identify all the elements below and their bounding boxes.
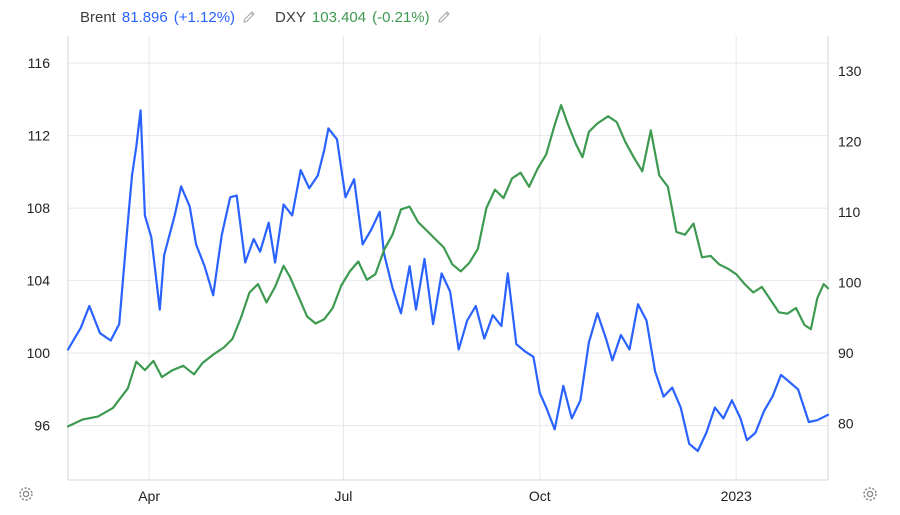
left-tick-label: 108 — [27, 200, 51, 216]
grid-layer — [68, 36, 828, 480]
left-tick-label: 116 — [28, 55, 51, 71]
series-line-brent[interactable] — [66, 109, 830, 453]
right-tick-label: 110 — [838, 204, 861, 220]
left-tick-label: 100 — [27, 345, 51, 361]
left-tick-label: 96 — [34, 418, 50, 434]
legend-name-dxy: DXY — [275, 8, 306, 26]
left-tick-label: 104 — [27, 273, 51, 289]
series-layer[interactable] — [66, 103, 830, 453]
right-tick-label: 100 — [838, 275, 862, 291]
legend-change-brent: (+1.12%) — [173, 8, 236, 26]
gear-icon[interactable] — [860, 484, 880, 504]
series-line-dxy[interactable] — [66, 103, 830, 428]
legend: Brent 81.896 (+1.12%) DXY 103.404 (-0.21… — [80, 6, 470, 28]
right-tick-label: 80 — [838, 416, 854, 432]
legend-change-dxy: (-0.21%) — [372, 8, 430, 26]
x-tick-label: 2023 — [721, 488, 752, 504]
axis-layer: 96 100 104 108 112 116 80 90 100 110 120 130 Apr Jul O… — [27, 36, 862, 504]
legend-name-brent: Brent — [80, 8, 116, 26]
legend-value-dxy: 103.404 — [311, 8, 367, 26]
right-tick-label: 130 — [838, 63, 862, 79]
pencil-icon[interactable] — [241, 9, 257, 25]
legend-value-brent: 81.896 — [121, 8, 168, 26]
x-tick-label: Oct — [529, 488, 551, 504]
x-tick-label: Jul — [334, 488, 352, 504]
right-tick-label: 120 — [838, 134, 862, 150]
legend-item-brent[interactable]: Brent 81.896 (+1.12%) — [80, 9, 257, 26]
left-tick-label: 112 — [28, 128, 51, 144]
pencil-icon[interactable] — [436, 9, 452, 25]
legend-item-dxy[interactable]: DXY 103.404 (-0.21%) — [275, 9, 452, 26]
right-tick-label: 90 — [838, 345, 854, 361]
gear-icon[interactable] — [16, 484, 36, 504]
x-tick-label: Apr — [138, 488, 160, 504]
